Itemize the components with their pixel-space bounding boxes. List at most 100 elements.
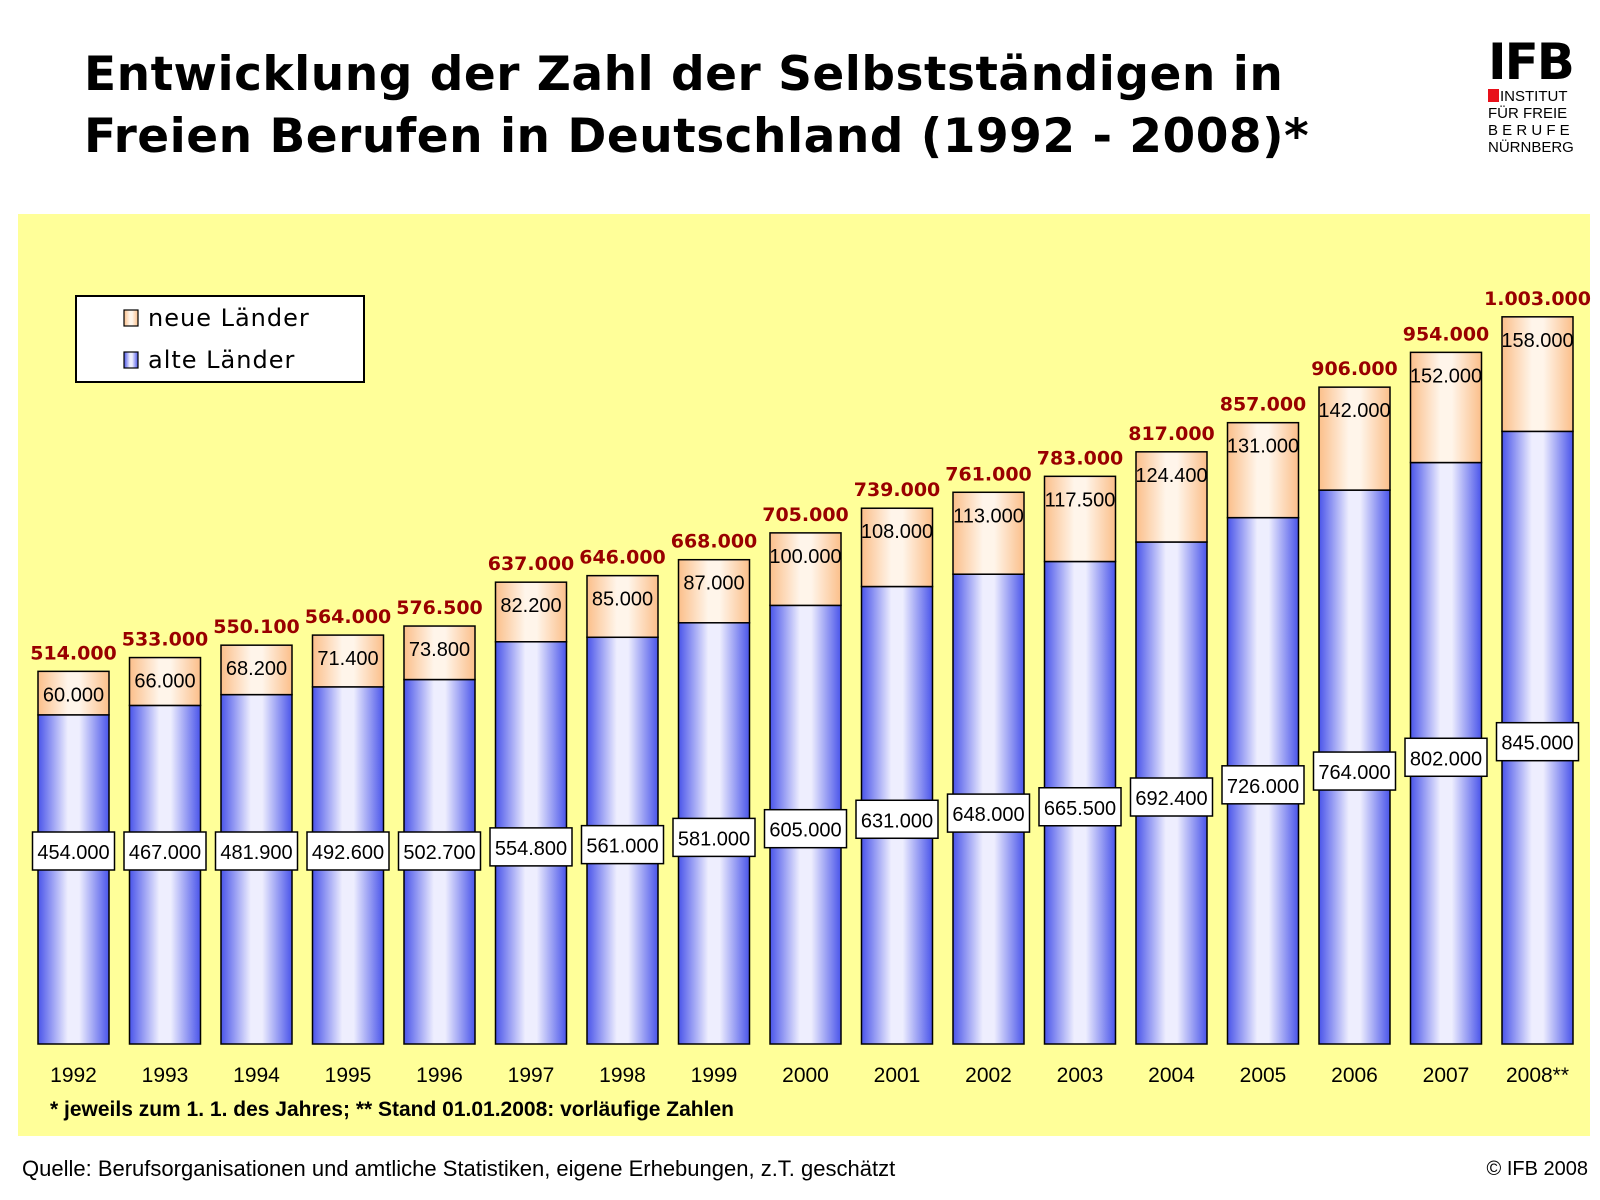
ifb-logo-mark: IFB — [1488, 33, 1575, 91]
label-total-1992: 514.000 — [30, 642, 117, 664]
label-box-alte-laender-2000 — [763, 808, 848, 849]
label-neue-laender-2004: 124.400 — [1135, 465, 1207, 487]
label-neue-laender-2006: 142.000 — [1318, 400, 1390, 422]
label-total-2002: 761.000 — [945, 463, 1032, 485]
label-total-2005: 857.000 — [1220, 394, 1307, 416]
legend-swatch-alte-laender — [123, 351, 139, 369]
ifb-logo: IFB INSTITUT FÜR FREIE B E R U F E NÜRNB… — [1488, 36, 1588, 156]
x-tick-label-2008**: 2008** — [1506, 1064, 1569, 1087]
label-total-2007: 954.000 — [1403, 323, 1490, 345]
label-neue-laender-2001: 108.000 — [861, 521, 933, 543]
label-alte-laender-2006: 764.000 — [1318, 762, 1390, 784]
x-tick-label-2005: 2005 — [1240, 1064, 1287, 1087]
x-tick-label-2000: 2000 — [782, 1064, 829, 1087]
chart-title-line-1: Entwicklung der Zahl der Selbstständigen… — [84, 47, 1284, 102]
legend-swatch-neue-laender — [123, 309, 139, 327]
label-total-1993: 533.000 — [122, 629, 209, 651]
label-alte-laender-2002: 648.000 — [952, 804, 1024, 826]
label-box-alte-laender-2004 — [1129, 777, 1214, 817]
bar-neue-laender-2008** — [1501, 316, 1574, 433]
chart-legend: neue Länder alte Länder — [75, 295, 365, 383]
label-neue-laender-1994: 68.200 — [226, 658, 287, 680]
bar-neue-laender-1992 — [37, 670, 110, 716]
label-box-alte-laender-2006 — [1312, 751, 1397, 791]
label-alte-laender-1993: 467.000 — [129, 842, 201, 864]
label-neue-laender-2007: 152.000 — [1410, 365, 1482, 387]
label-box-alte-laender-2005 — [1221, 765, 1305, 805]
label-total-2003: 783.000 — [1037, 447, 1124, 469]
bar-neue-laender-1993 — [128, 656, 202, 707]
bar-neue-laender-2001 — [860, 507, 934, 588]
source-note: Quelle: Berufsorganisationen und amtlich… — [22, 1156, 896, 1181]
label-alte-laender-2001: 631.000 — [861, 810, 933, 832]
label-box-alte-laender-1996 — [397, 831, 482, 871]
ifb-logo-text: INSTITUT FÜR FREIE B E R U F E NÜRNBERG — [1488, 88, 1588, 156]
label-box-alte-laender-1992 — [31, 831, 116, 871]
ifb-logo-red-square — [1488, 89, 1499, 102]
label-box-alte-laender-2002 — [946, 793, 1031, 833]
label-box-alte-laender-2003 — [1038, 787, 1122, 827]
bar-neue-laender-1996 — [403, 625, 476, 681]
chart-title-line-2: Freien Berufen in Deutschland (1992 - 20… — [84, 109, 1310, 164]
label-total-2006: 906.000 — [1311, 358, 1398, 380]
bar-neue-laender-1997 — [494, 581, 568, 643]
label-neue-laender-1999: 87.000 — [683, 573, 744, 595]
label-neue-laender-1992: 60.000 — [43, 684, 104, 706]
bars-layer — [37, 316, 1574, 1045]
label-alte-laender-1995: 492.600 — [312, 842, 384, 864]
label-total-2008**: 1.003.000 — [1484, 288, 1591, 310]
label-box-alte-laender-1995 — [306, 831, 390, 871]
label-alte-laender-1999: 581.000 — [678, 828, 750, 850]
label-total-2001: 739.000 — [854, 479, 941, 501]
bar-neue-laender-1999 — [677, 558, 751, 624]
bar-alte-laender-1992 — [37, 714, 110, 1045]
label-alte-laender-2004: 692.400 — [1135, 788, 1207, 810]
label-alte-laender-1994: 481.900 — [220, 842, 292, 864]
label-alte-laender-1992: 454.000 — [37, 842, 109, 864]
label-neue-laender-1995: 71.400 — [317, 648, 378, 670]
label-box-alte-laender-2007 — [1404, 737, 1488, 778]
label-total-1995: 564.000 — [305, 606, 392, 628]
label-neue-laender-1997: 82.200 — [500, 595, 561, 617]
label-neue-laender-2000: 100.000 — [769, 546, 841, 568]
label-box-alte-laender-1999 — [672, 817, 756, 858]
label-total-1998: 646.000 — [579, 547, 666, 569]
label-alte-laender-1996: 502.700 — [403, 842, 475, 864]
bar-neue-laender-2003 — [1043, 475, 1117, 563]
bar-neue-laender-1995 — [311, 634, 385, 688]
bar-neue-laender-2007 — [1409, 351, 1483, 464]
x-tick-label-1992: 1992 — [50, 1064, 97, 1087]
legend-label-neue-laender: neue Länder — [148, 304, 310, 332]
x-tick-label-1994: 1994 — [233, 1064, 280, 1087]
ifb-logo-line-1-text: INSTITUT — [1500, 88, 1568, 105]
x-tick-label-2003: 2003 — [1057, 1064, 1104, 1087]
bar-neue-laender-2004 — [1135, 451, 1208, 543]
x-tick-label-2007: 2007 — [1423, 1064, 1470, 1087]
copyright-note: © IFB 2008 — [1486, 1158, 1588, 1180]
x-tick-label-1997: 1997 — [508, 1064, 555, 1087]
label-neue-laender-2002: 113.000 — [953, 505, 1024, 527]
bar-neue-laender-2005 — [1226, 421, 1300, 519]
ifb-logo-line-1: INSTITUT — [1488, 88, 1588, 105]
label-total-2000: 705.000 — [762, 504, 849, 526]
bar-neue-laender-1998 — [586, 574, 659, 639]
label-alte-laender-2008**: 845.000 — [1501, 733, 1573, 755]
label-alte-laender-2005: 726.000 — [1227, 776, 1299, 798]
bar-neue-laender-2002 — [952, 491, 1025, 575]
label-neue-laender-1998: 85.000 — [592, 589, 653, 611]
chart-title: Entwicklung der Zahl der Selbstständigen… — [84, 44, 1384, 168]
ifb-logo-line-3: B E R U F E — [1488, 122, 1570, 139]
legend-label-alte-laender: alte Länder — [148, 346, 295, 374]
label-total-2004: 817.000 — [1128, 423, 1215, 445]
labels-layer: 60.000 454.000 514.000 1992 66.000 467.000 533… — [30, 288, 1591, 1087]
bar-neue-laender-2000 — [769, 532, 842, 607]
label-total-1999: 668.000 — [671, 531, 758, 553]
bar-neue-laender-2006 — [1318, 386, 1391, 491]
label-neue-laender-2005: 131.000 — [1227, 436, 1299, 458]
x-tick-label-1996: 1996 — [416, 1064, 463, 1087]
ifb-logo-line-4: NÜRNBERG — [1488, 139, 1574, 156]
x-tick-label-1998: 1998 — [599, 1064, 646, 1087]
label-neue-laender-1996: 73.800 — [409, 639, 470, 661]
label-neue-laender-1993: 66.000 — [134, 671, 195, 693]
